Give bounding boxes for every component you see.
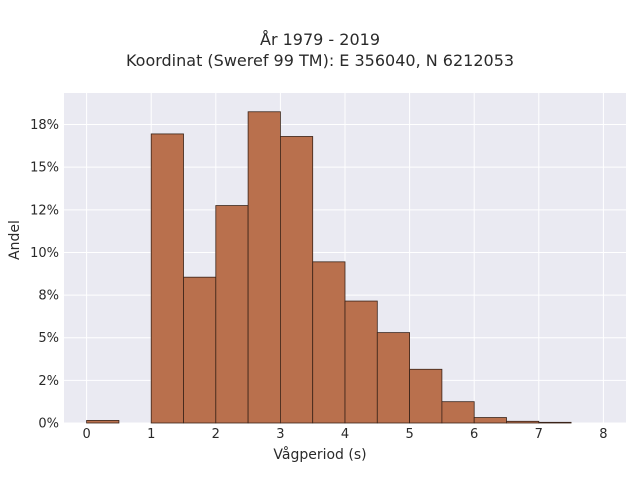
x-tick-label: 0: [82, 427, 90, 442]
histogram-bar: [183, 276, 217, 424]
histogram-bar: [86, 420, 120, 424]
histogram-bar: [280, 136, 314, 424]
histogram-bar: [247, 111, 281, 424]
histogram-bar: [344, 300, 378, 424]
y-tick-label: 2%: [38, 374, 59, 389]
y-tick-label: 10%: [30, 246, 59, 261]
x-tick-label: 5: [405, 427, 413, 442]
x-tick-label: 7: [535, 427, 543, 442]
y-tick-label: 8%: [38, 289, 59, 304]
histogram-bars: [86, 111, 572, 424]
x-axis-ticks: 0 1 2 3 4 5 6 7 8: [82, 427, 607, 442]
y-tick-label: 15%: [30, 161, 59, 176]
x-tick-label: 3: [276, 427, 284, 442]
histogram-bar: [409, 368, 443, 424]
chart-title: År 1979 - 2019: [260, 30, 380, 49]
y-tick-label: 18%: [30, 118, 59, 133]
x-tick-label: 8: [599, 427, 607, 442]
histogram-bar: [376, 332, 410, 424]
histogram-bar: [312, 261, 346, 424]
y-tick-label: 12%: [30, 203, 59, 218]
y-axis-title: Andel: [7, 220, 23, 260]
x-tick-label: 1: [147, 427, 155, 442]
x-tick-label: 2: [212, 427, 220, 442]
histogram-bar: [215, 205, 249, 424]
y-axis-ticks: 0% 2% 5% 8% 10% 12% 15% 18%: [30, 118, 59, 431]
histogram-bar: [441, 401, 475, 424]
y-tick-label: 5%: [38, 331, 59, 346]
histogram-bar: [538, 421, 572, 424]
histogram-bar: [150, 133, 184, 424]
chart-subtitle: Koordinat (Sweref 99 TM): E 356040, N 62…: [125, 51, 515, 70]
x-tick-label: 6: [470, 427, 478, 442]
histogram-bar: [473, 417, 507, 424]
x-tick-label: 4: [341, 427, 349, 442]
histogram-bar: [506, 420, 540, 424]
y-tick-label: 0%: [38, 417, 59, 432]
x-axis-title: Vågperiod (s): [273, 447, 367, 463]
